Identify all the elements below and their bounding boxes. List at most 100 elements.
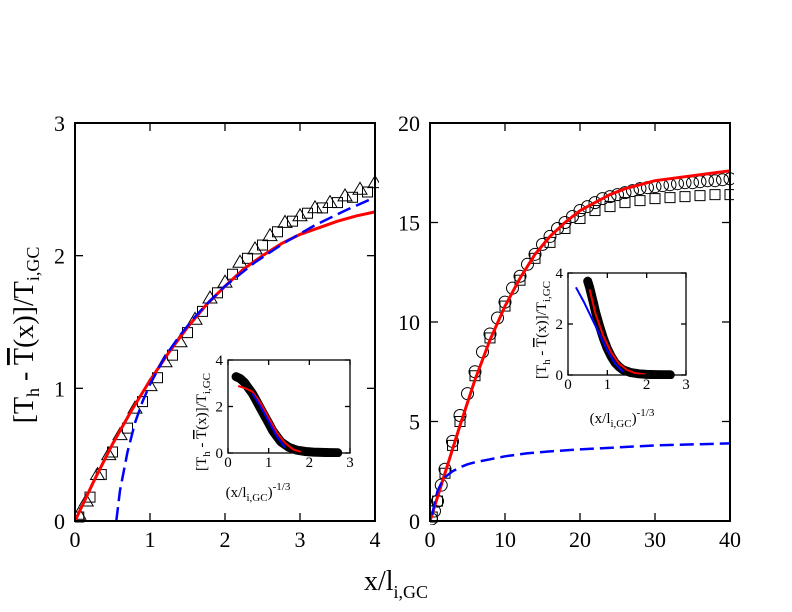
left-main-data-squares-point-19 xyxy=(347,191,358,203)
left-inset-bg xyxy=(228,360,350,453)
right-main-ytick-label: 10 xyxy=(398,310,420,335)
x-title-part: x/l xyxy=(364,566,394,597)
left-main-data-triangles-point-20 xyxy=(352,181,368,195)
right-main-ytick-label: 0 xyxy=(409,509,420,534)
right-inset-xtick-label: 0 xyxy=(564,377,572,393)
left-main-panel: 0 1 2 3 4 0 1 2 3 xyxy=(54,111,381,552)
right-inset-xtick-label: 2 xyxy=(643,377,651,393)
left-main-data-triangles-point-19 xyxy=(337,187,353,202)
right-main-data-circles-point-15 xyxy=(521,257,534,271)
left-main-data-squares-point-10 xyxy=(212,287,223,299)
left-main-data-squares-point-9 xyxy=(197,305,208,317)
y-title-part: (x)]/T xyxy=(9,281,40,348)
left-inset-inset-blue-line xyxy=(251,392,286,448)
right-main-data-circles-point-29 xyxy=(626,184,639,198)
right-main-data-circles-point-14 xyxy=(513,269,527,283)
left-inset-ytick-label: 2 xyxy=(216,400,224,416)
x-axis-title: x/li,GC xyxy=(364,566,428,602)
right-main-data-squares-point-16 xyxy=(634,195,646,207)
left-main-data-triangles-point-5 xyxy=(127,400,143,414)
left-inset-ytick-label: 0 xyxy=(216,446,224,462)
right-main-xtick-label: 20 xyxy=(569,527,591,552)
right-main-data-squares-point-8 xyxy=(514,274,526,286)
right-inset-xtick-label: 1 xyxy=(604,377,612,393)
left-inset-y-title: [Th - T(x)]/Ti,GC xyxy=(194,373,213,471)
left-inset-inset-red-line xyxy=(237,385,302,454)
left-main-data-triangles-point-4 xyxy=(112,426,128,441)
left-main-data-squares-point-12 xyxy=(242,252,253,264)
right-main-data-circles-point-24 xyxy=(588,196,602,210)
left-inset-xtick-label: 1 xyxy=(265,455,273,471)
left-inset-xtick-label: 0 xyxy=(224,455,232,471)
left-main-data-triangles-point-1 xyxy=(78,493,95,507)
right-main-data-circles-point-18 xyxy=(543,229,557,243)
right-main-data-circles-point-16 xyxy=(528,247,542,261)
right-main-data-circles-point-30 xyxy=(633,182,647,196)
left-main-data-squares-point-18 xyxy=(332,197,343,209)
left-main-data-triangles-point-3 xyxy=(100,446,117,461)
right-inset-inset-blue-line xyxy=(575,286,624,373)
left-main-series xyxy=(75,174,379,523)
svg-text:[Th - T(x)]/Ti,GC: [Th - T(x)]/Ti,GC xyxy=(194,373,213,471)
right-main-data-squares-point-13 xyxy=(589,205,601,217)
left-inset-ytick-label: 4 xyxy=(216,353,224,369)
left-main-data-squares-point-14 xyxy=(272,226,283,238)
right-inset-xtick-label: 3 xyxy=(682,377,690,393)
left-main-ytick-label: 0 xyxy=(54,509,65,534)
left-main-data-squares-point-15 xyxy=(287,215,298,227)
left-main-ytick-label: 3 xyxy=(54,111,65,136)
right-main-ytick-label: 15 xyxy=(398,211,420,236)
right-main-data-circles-point-39 xyxy=(701,174,714,188)
right-main-ytick-label: 20 xyxy=(398,111,420,136)
left-main-xtick-label: 3 xyxy=(295,527,306,552)
right-main-data-squares-point-14 xyxy=(604,201,616,213)
left-main-data-triangles-point-14 xyxy=(262,227,278,242)
right-main-series xyxy=(430,169,734,525)
left-main-xtick-label: 1 xyxy=(145,527,156,552)
right-inset-ytick-label: 0 xyxy=(556,368,564,384)
left-inset-xtick-label: 3 xyxy=(346,455,354,471)
right-main-data-circles-point-41 xyxy=(716,173,729,187)
left-inset-panel: 0 1 2 3 0 2 4 xyxy=(216,353,354,471)
left-main-data-triangles-point-16 xyxy=(292,207,308,222)
right-inset-y-title: [Th - T(x)]/Ti,GC xyxy=(534,281,553,379)
left-main-fit-blue-dashed-line xyxy=(115,196,376,522)
y-title-part: [T xyxy=(9,397,40,423)
right-main-data-squares-point-18 xyxy=(664,192,676,204)
right-main-xtick-label: 10 xyxy=(494,527,516,552)
left-main-xtick-label: 4 xyxy=(370,527,381,552)
y-title-tbar: T xyxy=(9,348,40,365)
left-main-data-triangles-point-12 xyxy=(232,254,248,268)
right-main-data-squares-point-17 xyxy=(649,193,661,205)
right-main-data-squares-point-15 xyxy=(619,197,631,209)
right-main-data-circles-point-3 xyxy=(434,478,448,492)
x-title-sub: i,GC xyxy=(394,582,429,602)
right-main-data-squares-point-12 xyxy=(574,213,586,225)
left-inset-x-title: (x/li,GC)-1/3 xyxy=(226,481,291,504)
left-main-xtick-label: 2 xyxy=(220,527,231,552)
right-main-data-circles-point-40 xyxy=(708,174,722,188)
left-main-ytick-label: 1 xyxy=(54,376,65,401)
right-main-data-squares-point-20 xyxy=(694,190,706,202)
right-main-fit-red-line xyxy=(430,169,731,522)
left-main-data-triangles-point-17 xyxy=(307,199,323,214)
y-title-sub: h xyxy=(23,388,43,397)
left-main-data-squares-point-13 xyxy=(257,239,268,251)
right-main-data-squares-point-21 xyxy=(709,189,721,201)
right-main-data-circles-point-17 xyxy=(536,237,549,251)
left-main-data-triangles-point-9 xyxy=(187,311,203,325)
right-main-xtick-label: 0 xyxy=(425,527,436,552)
right-main-fit-blue-dashed-line xyxy=(431,442,731,516)
left-main-ytick-label: 2 xyxy=(54,244,65,269)
right-inset-x-title: (x/li,GC)-1/3 xyxy=(590,407,655,430)
right-inset-panel: 0 1 2 3 0 2 4 xyxy=(556,266,690,393)
right-inset-ytick-label: 4 xyxy=(556,266,564,282)
left-main-data-triangles-point-13 xyxy=(247,241,263,255)
right-main-data-squares-point-19 xyxy=(679,191,691,203)
right-main-data-squares-point-7 xyxy=(499,300,511,312)
left-main-data-triangles-point-18 xyxy=(322,194,338,208)
left-inset-series xyxy=(231,372,343,457)
left-main-data-squares-point-17 xyxy=(317,202,328,214)
